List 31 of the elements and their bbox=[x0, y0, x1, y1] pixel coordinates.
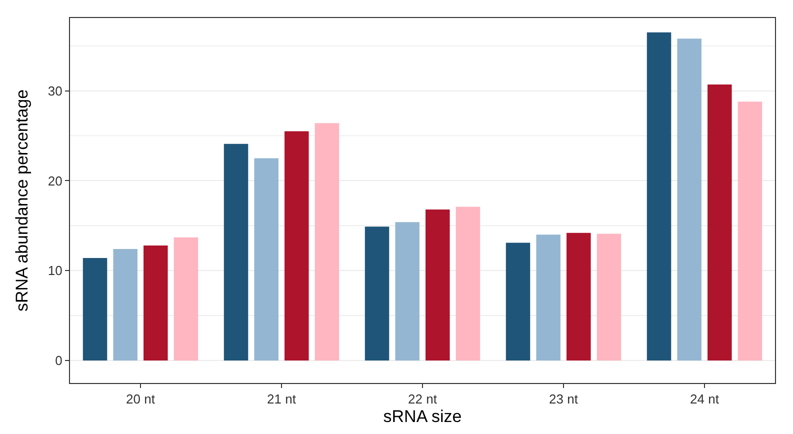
bar bbox=[113, 249, 138, 361]
bar bbox=[144, 245, 168, 361]
bar bbox=[314, 123, 340, 361]
x-tick-label: 20 nt bbox=[126, 392, 156, 407]
x-tick-label: 23 nt bbox=[549, 392, 578, 407]
y-tick-label: 20 bbox=[48, 173, 62, 188]
y-tick-label: 0 bbox=[55, 353, 62, 368]
bar bbox=[426, 209, 450, 361]
bar bbox=[738, 102, 762, 361]
bar bbox=[677, 38, 702, 361]
bar bbox=[82, 258, 108, 361]
bar bbox=[456, 206, 480, 361]
x-tick-label: 22 nt bbox=[408, 392, 438, 407]
bar bbox=[174, 237, 198, 361]
bar bbox=[536, 234, 560, 361]
y-tick-label: 10 bbox=[48, 263, 62, 278]
x-tick-label: 21 nt bbox=[267, 392, 296, 407]
x-axis-title: sRNA size bbox=[383, 407, 462, 426]
y-axis-title: sRNA abundance percentage bbox=[12, 89, 32, 312]
bar bbox=[506, 242, 530, 361]
bar bbox=[284, 131, 309, 361]
bar bbox=[596, 234, 622, 361]
bar bbox=[364, 226, 390, 361]
x-tick-label: 24 nt bbox=[690, 392, 720, 407]
bar bbox=[254, 158, 278, 361]
bar bbox=[395, 222, 420, 361]
bar bbox=[224, 144, 248, 361]
y-tick-label: 30 bbox=[48, 83, 62, 98]
bar bbox=[566, 232, 591, 361]
bar bbox=[646, 32, 672, 361]
bar bbox=[708, 84, 732, 361]
